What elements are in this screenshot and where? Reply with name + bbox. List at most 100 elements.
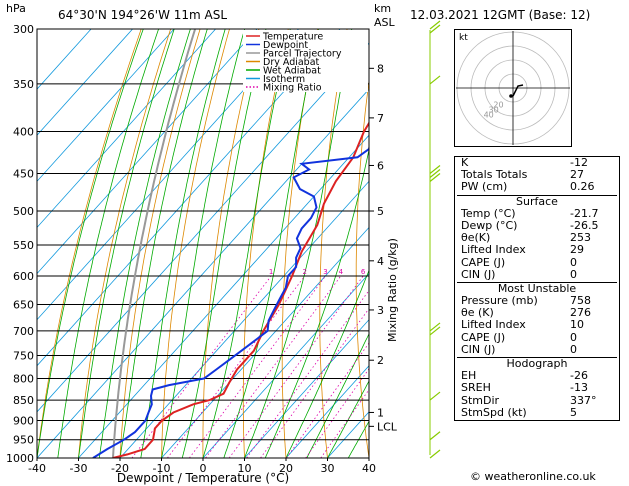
pressure-tick-label: 350	[13, 78, 34, 91]
isotherm-line	[37, 29, 258, 275]
temperature-tick-label: -10	[153, 462, 171, 475]
mixing-ratio-line	[320, 388, 369, 458]
x-axis-label: Dewpoint / Temperature (°C)	[117, 471, 289, 485]
pressure-tick-label: 300	[13, 23, 34, 36]
wind-barb	[429, 449, 441, 459]
mixing-ratio-label: 1	[269, 268, 273, 276]
table-row-label: PW (cm)	[461, 180, 508, 194]
km-tick-label: 3	[377, 304, 384, 317]
pressure-tick-label: 550	[13, 239, 34, 252]
table-row: PW (cm) 0.26	[457, 181, 617, 193]
legend-item: Isotherm	[263, 74, 305, 85]
table-row-value: 337°	[570, 393, 597, 407]
wind-barb	[429, 431, 441, 441]
table-row-value: 0	[570, 330, 577, 344]
wet-adiabat-line	[119, 29, 208, 458]
mixing-ratio-label: 25	[445, 268, 454, 276]
mixing-ratio-label: 4	[339, 268, 344, 276]
isotherm-line	[37, 88, 369, 458]
pressure-tick-label: 950	[13, 434, 34, 447]
table-row-value: 0	[570, 255, 577, 269]
table-row-value: 0	[570, 267, 577, 281]
pressure-tick-label: 750	[13, 349, 34, 362]
km-label: km	[374, 2, 392, 15]
table-row: θe (K) 276	[457, 307, 617, 319]
dry-adiabat-line	[78, 29, 171, 458]
mixing-ratio-label: 2	[303, 268, 307, 276]
wind-barb	[429, 391, 441, 401]
table-row: Pressure (mb) 758	[457, 294, 617, 307]
hodograph-box: Hodograph EH -26 SREH -13 StmDir 337° StmSpd (…	[457, 357, 617, 419]
mixing-ratio-label: 3	[323, 268, 327, 276]
hodograph-trace	[512, 84, 524, 97]
table-row-label: CAPE (J)	[461, 255, 506, 269]
table-row-label: EH	[461, 369, 477, 383]
hodograph-title: Hodograph	[506, 357, 568, 370]
isotherm-line	[37, 42, 369, 413]
table-row-value: 276	[570, 306, 591, 320]
legend-background	[243, 30, 368, 92]
wind-barb	[429, 326, 441, 336]
pressure-tick-label: 400	[13, 126, 34, 139]
table-row-label: θe (K)	[461, 306, 494, 320]
pressure-tick-label: 600	[13, 270, 34, 283]
mixing-ratio-line	[305, 368, 369, 458]
mixing-ratio-label: 6	[361, 268, 366, 276]
pressure-tick-label: 850	[13, 394, 34, 407]
table-row: Dewp (°C) -26.5	[457, 218, 617, 232]
table-row-value: 0	[570, 342, 577, 356]
isotherm-line	[285, 365, 369, 458]
mixing-ratio-label: 20	[431, 268, 440, 276]
pressure-tick-label: 450	[13, 167, 34, 180]
km-tick-label: 8	[377, 62, 384, 75]
mixing-ratio-line	[205, 275, 342, 458]
table-row-value: 5	[570, 405, 577, 419]
datetime-title: 12.03.2021 12GMT (Base: 12)	[410, 8, 591, 22]
table-row: K -12	[457, 156, 617, 169]
legend-item: Dewpoint	[263, 40, 308, 51]
km-tick-label: 1	[377, 406, 384, 419]
legend-item: Mixing Ratio	[263, 83, 322, 94]
table-row-value: -12	[570, 156, 588, 169]
mixing-ratio-line	[189, 275, 326, 458]
legend-item: Temperature	[262, 32, 323, 43]
temperature-tick-label: -40	[28, 462, 46, 475]
hpa-label: hPa	[6, 2, 26, 15]
table-row-value: 0.26	[570, 180, 595, 194]
pressure-tick-label: 500	[13, 205, 34, 218]
isotherm-line	[119, 180, 369, 458]
table-row-value: 29	[570, 243, 584, 257]
temperature-tick-label: -30	[70, 462, 88, 475]
legend-item: Dry Adiabat	[263, 57, 320, 68]
table-row-value: -21.7	[570, 206, 599, 220]
mixing-ratio-label: 8	[377, 268, 381, 276]
temperature-tick-label: 30	[321, 462, 335, 475]
table-row-label: Lifted Index	[461, 243, 526, 257]
wet-adiabat-line	[327, 380, 369, 458]
mixing-ratio-line	[228, 275, 364, 458]
table-row-label: K	[461, 156, 469, 169]
table-row: Lifted Index 29	[457, 244, 617, 256]
wind-barb	[429, 24, 441, 34]
legend-item: Parcel Trajectory	[263, 49, 342, 60]
table-row-value: 27	[570, 168, 584, 182]
table-row-label: Dewp (°C)	[461, 218, 518, 232]
table-row: Temp (°C) -21.7	[457, 206, 617, 220]
table-row-value: 10	[570, 318, 584, 332]
table-row-label: Lifted Index	[461, 318, 526, 332]
hodograph-ring-label: 20	[493, 101, 503, 110]
table-row-label: SREH	[461, 381, 491, 395]
pressure-tick-label: 1000	[6, 452, 34, 465]
most-unstable-title: Most Unstable	[497, 281, 577, 295]
isotherm-line	[37, 29, 299, 321]
km-tick-label: 2	[377, 354, 384, 367]
table-row-label: StmSpd (kt)	[461, 405, 527, 419]
km-tick-label: 5	[377, 205, 384, 218]
indices-box: K -12 Totals Totals 27 PW (cm) 0.26	[457, 156, 617, 194]
table-row: Totals Totals 27	[457, 168, 617, 182]
mixing-ratio-line	[246, 289, 369, 458]
table-row-label: StmDir	[461, 393, 500, 407]
indices-table: K -12 Totals Totals 27 PW (cm) 0.26 Surface T…	[454, 156, 620, 421]
isotherm-line	[161, 226, 369, 458]
pressure-tick-label: 700	[13, 325, 34, 338]
